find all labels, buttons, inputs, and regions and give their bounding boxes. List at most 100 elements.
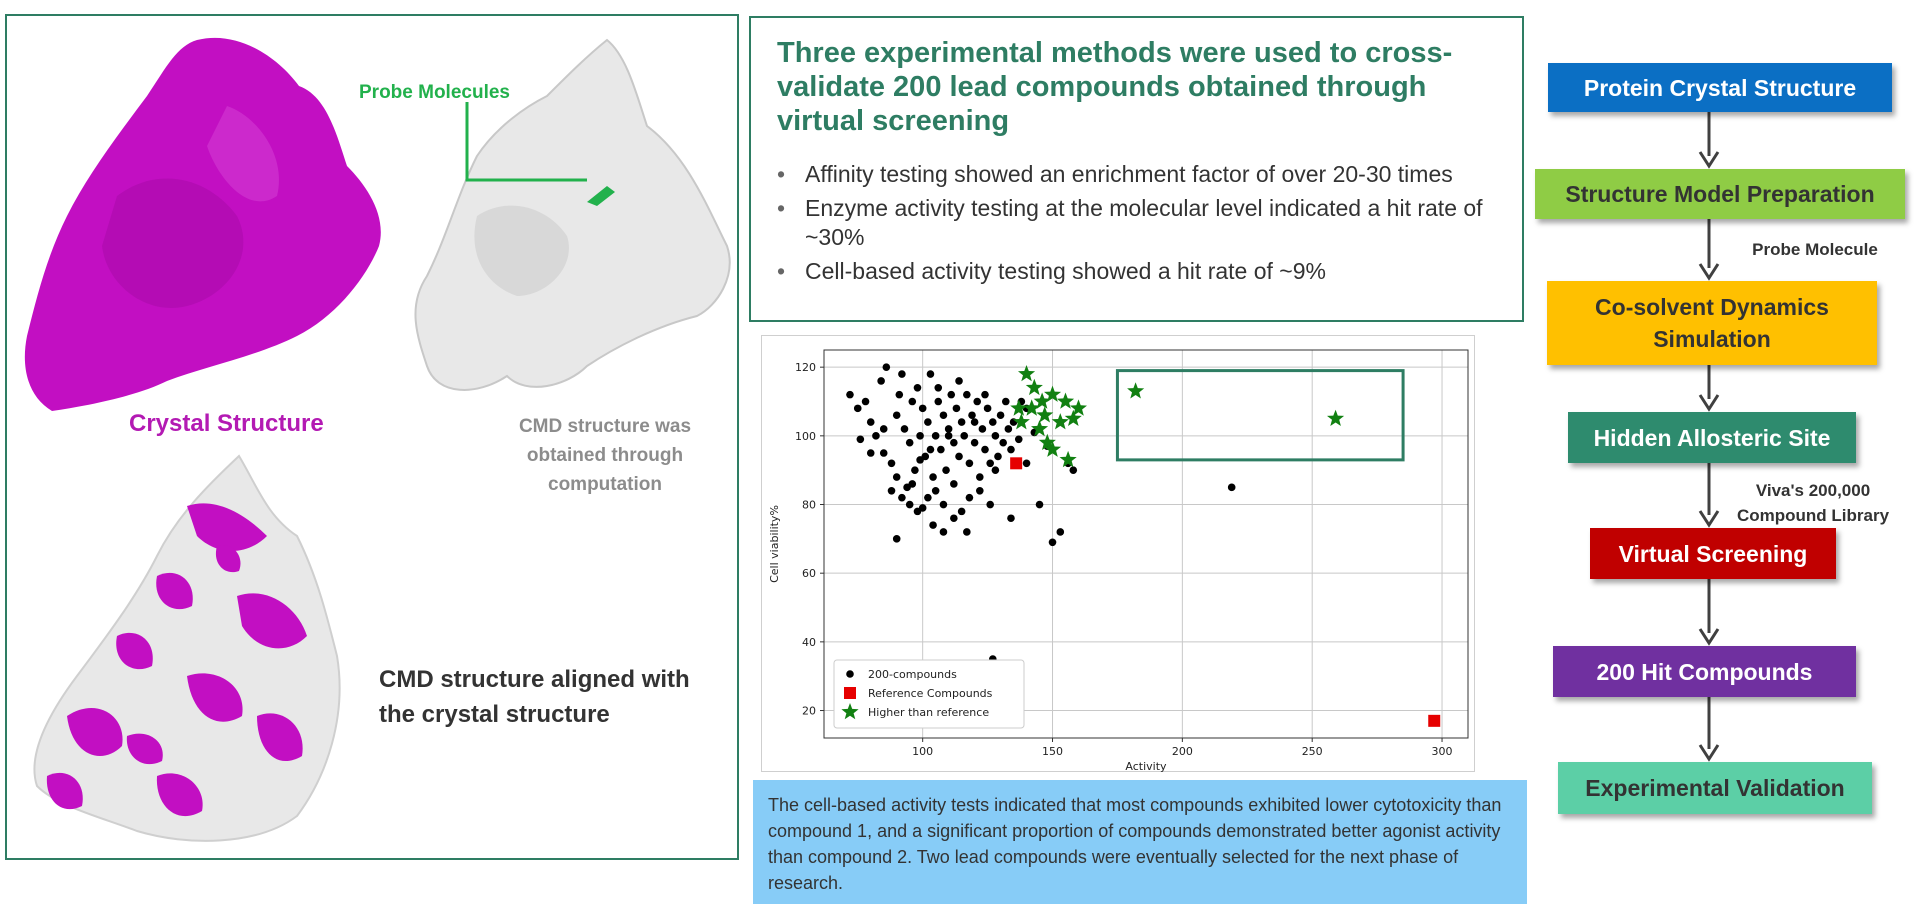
- data-point: [978, 425, 987, 433]
- legend-marker: [846, 670, 854, 678]
- bullet-item: • Cell-based activity testing showed a hi…: [775, 257, 1505, 286]
- data-point: [918, 504, 927, 512]
- data-point: [1056, 392, 1075, 409]
- data-point: [934, 397, 943, 406]
- data-point: [887, 459, 896, 468]
- data-point: [973, 397, 982, 406]
- y-axis-label: Cell viability%: [768, 505, 781, 583]
- data-point: [942, 466, 950, 474]
- data-point: [970, 418, 979, 426]
- data-point: [853, 404, 862, 413]
- scatter-chart: 100 150 200 250 300 20 40 60 80 100 120 Activity Cel…: [761, 335, 1475, 773]
- data-point: [1007, 445, 1015, 454]
- data-point: [1025, 378, 1043, 396]
- data-point: [1018, 365, 1036, 382]
- data-point: [950, 438, 958, 447]
- data-point: [1031, 420, 1049, 437]
- data-point: [1044, 440, 1062, 457]
- arrow-down-icon: [1698, 744, 1720, 762]
- data-point: [1012, 413, 1030, 430]
- data-point: [911, 466, 919, 474]
- aligned-structure-label: CMD structure aligned with the crystal s…: [379, 666, 690, 728]
- data-point: [963, 390, 971, 399]
- data-point: [1022, 459, 1031, 468]
- cmd-structure-image: [414, 38, 731, 391]
- probe-pointer-line: [465, 102, 587, 182]
- arrow-down-icon: [1698, 510, 1720, 528]
- crystal-shading: [102, 178, 244, 308]
- y-tick-label: 100: [795, 430, 816, 443]
- data-point: [1051, 413, 1069, 430]
- arrow-down-icon: [1698, 394, 1720, 412]
- data-point: [861, 397, 870, 406]
- aligned-overlay-patches: [46, 503, 307, 817]
- data-point: [988, 418, 997, 426]
- data-point: [892, 535, 901, 543]
- data-point: [892, 473, 901, 481]
- data-point: [965, 493, 974, 502]
- data-point: [1327, 409, 1345, 426]
- data-point: [963, 528, 971, 536]
- data-point: [996, 411, 1005, 420]
- data-point: [905, 500, 914, 509]
- crystal-highlight: [207, 106, 279, 202]
- data-point: [1127, 382, 1145, 399]
- data-point: [916, 456, 924, 464]
- arrow-down-icon: [1698, 151, 1720, 169]
- data-point: [908, 480, 917, 488]
- flow-step-virtual-screening: Virtual Screening: [1590, 528, 1836, 579]
- bullet-text: Affinity testing showed an enrichment fa…: [805, 161, 1453, 187]
- data-point: [895, 390, 904, 399]
- data-point: [1010, 457, 1023, 470]
- data-point: [1044, 385, 1062, 402]
- data-point: [929, 521, 937, 529]
- data-point: [1001, 397, 1010, 406]
- scatter-chart-svg: 100 150 200 250 300 20 40 60 80 100 120 Activity Cel…: [768, 349, 1469, 773]
- highlight-box: [1115, 369, 1405, 462]
- data-point: [931, 432, 940, 440]
- data-point: [1023, 399, 1041, 416]
- bullet-item: • Affinity testing showed an enrichment f…: [775, 160, 1505, 189]
- data-point: [939, 500, 948, 509]
- data-point: [986, 500, 994, 509]
- flow-step-co-solvent-dynamics-simulation: Co-solvent Dynamics Simulation: [1547, 281, 1877, 365]
- probe-molecule-mark: [587, 186, 615, 206]
- legend-marker: [841, 703, 859, 720]
- x-tick-label: 300: [1432, 745, 1453, 758]
- data-point: [916, 432, 924, 440]
- y-tick-label: 120: [795, 361, 816, 374]
- data-point: [879, 449, 888, 457]
- data-point: [866, 449, 875, 457]
- data-point: [986, 459, 994, 468]
- data-point: [913, 383, 922, 392]
- crystal-structure-label: Crystal Structure: [129, 410, 324, 437]
- x-tick-label: 250: [1302, 745, 1323, 758]
- data-point: [924, 418, 932, 426]
- data-point: [929, 473, 937, 481]
- structures-panel: Crystal Structure Probe Molecules CMD st…: [5, 14, 739, 860]
- flow-side-label: Probe Molecule: [1752, 240, 1878, 259]
- data-point: [991, 432, 1000, 440]
- data-point: [1033, 392, 1051, 409]
- data-point: [944, 432, 953, 440]
- data-point: [1064, 409, 1082, 426]
- data-point: [955, 377, 963, 385]
- flow-side-label: Viva's 200,000 Compound Library: [1736, 481, 1890, 525]
- arrow-down-icon: [1698, 628, 1720, 646]
- flow-step-hidden-allosteric-site: Hidden Allosteric Site: [1568, 412, 1856, 463]
- bullet-text: Enzyme activity testing at the molecular…: [805, 195, 1483, 250]
- data-point: [926, 370, 935, 378]
- legend-box: [833, 659, 1025, 729]
- data-point: [955, 452, 963, 461]
- data-point: [1004, 425, 1013, 433]
- data-point: [994, 452, 1002, 461]
- data-point: [952, 404, 961, 413]
- summary-note: The cell-based activity tests indicated …: [753, 780, 1527, 904]
- data-point: [1036, 406, 1054, 423]
- conclusion-title: Three experimental methods were used to …: [777, 37, 1453, 137]
- data-point: [981, 445, 989, 454]
- data-point: [918, 404, 927, 413]
- x-tick-label: 200: [1172, 745, 1193, 758]
- flow-step-structure-model-preparation: Structure Model Preparation: [1535, 169, 1905, 219]
- data-point: [1014, 435, 1023, 444]
